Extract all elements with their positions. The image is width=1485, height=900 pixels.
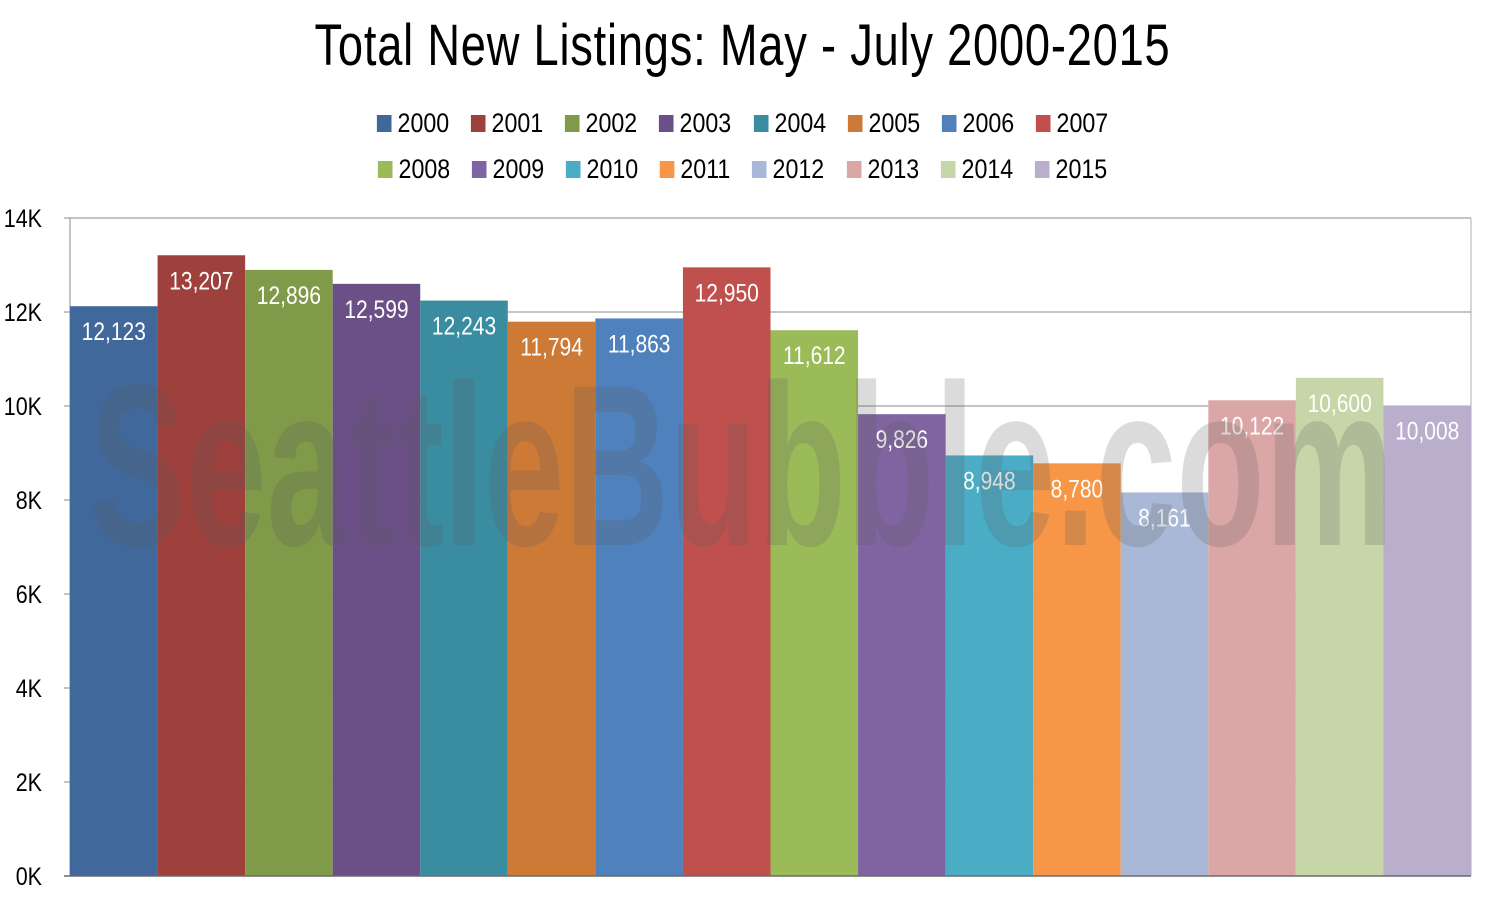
data-label-2011: 8,780 xyxy=(1051,475,1104,503)
legend-item-2015: 2015 xyxy=(1034,154,1107,185)
legend-label: 2012 xyxy=(773,154,825,184)
legend-item-2014: 2014 xyxy=(940,154,1013,185)
legend-item-2002: 2002 xyxy=(565,108,638,139)
legend-label: 2008 xyxy=(398,154,451,184)
data-label-2008: 11,612 xyxy=(783,341,846,369)
bar-2004 xyxy=(420,300,508,877)
watermark: SeattleBubble.com xyxy=(89,337,1393,594)
y-tick-label: 10K xyxy=(4,392,43,420)
legend-swatch xyxy=(847,115,863,132)
legend-swatch xyxy=(471,115,486,132)
y-tick-label: 14K xyxy=(4,204,43,232)
bar-2000 xyxy=(70,306,158,876)
legend-swatch xyxy=(565,115,580,132)
legend-swatch xyxy=(1035,115,1051,132)
bar-2006 xyxy=(595,318,683,877)
data-label-2009: 9,826 xyxy=(876,425,929,453)
y-tick-label: 0K xyxy=(16,862,43,890)
legend-item-2011: 2011 xyxy=(660,154,731,185)
bar-2015 xyxy=(1383,405,1471,876)
bar-2009 xyxy=(858,414,946,876)
y-tick-label: 4K xyxy=(16,674,43,702)
legend-swatch xyxy=(753,115,769,132)
legend-label: 2006 xyxy=(962,108,1014,138)
data-label-2010: 8,948 xyxy=(963,467,1016,495)
legend-row-2: 2008 2009 2010 2011 2012 2013 2014 2015 xyxy=(0,154,1485,185)
legend-swatch xyxy=(940,161,956,178)
legend-swatch xyxy=(377,115,392,132)
data-label-2015: 10,008 xyxy=(1395,417,1459,445)
legend-label: 2002 xyxy=(585,108,638,138)
legend-row-1: 2000 2001 2002 2003 2004 2005 2006 2007 xyxy=(0,108,1485,139)
legend-item-2012: 2012 xyxy=(752,154,825,185)
bar-2008 xyxy=(770,330,859,877)
bar-2002 xyxy=(245,269,333,876)
legend-label: 2004 xyxy=(774,108,826,138)
legend-item-2010: 2010 xyxy=(566,154,639,185)
data-label-2001: 13,207 xyxy=(169,267,233,295)
legend-swatch xyxy=(659,115,674,132)
y-tick-label: 8K xyxy=(16,486,43,514)
legend-item-2000: 2000 xyxy=(377,108,449,139)
legend-item-2005: 2005 xyxy=(847,108,920,139)
legend-swatch xyxy=(846,161,862,178)
legend-label: 2007 xyxy=(1056,108,1108,138)
legend-label: 2010 xyxy=(586,154,639,184)
chart-title: Total New Listings: May - July 2000-2015 xyxy=(314,13,1171,78)
legend-label: 2000 xyxy=(397,108,450,138)
legend-swatch xyxy=(378,161,393,178)
legend-swatch xyxy=(566,161,581,178)
data-label-2005: 11,794 xyxy=(520,333,583,361)
legend-item-2008: 2008 xyxy=(378,154,450,185)
data-label-2002: 12,896 xyxy=(257,281,321,309)
legend-label: 2015 xyxy=(1055,154,1107,184)
legend-label: 2013 xyxy=(867,154,919,184)
bar-2014 xyxy=(1295,377,1384,876)
bar-2005 xyxy=(507,321,596,876)
legend-item-2004: 2004 xyxy=(753,108,826,139)
legend-item-2009: 2009 xyxy=(472,154,544,185)
data-label-2003: 12,599 xyxy=(344,295,408,323)
bar-2010 xyxy=(945,455,1034,876)
bar-2013 xyxy=(1208,400,1296,876)
data-label-2014: 10,600 xyxy=(1308,389,1372,417)
data-label-2000: 12,123 xyxy=(82,317,146,345)
legend-swatch xyxy=(941,115,957,132)
legend-label: 2001 xyxy=(491,108,544,138)
legend-item-2001: 2001 xyxy=(471,108,543,139)
data-label-2013: 10,122 xyxy=(1220,412,1284,440)
bar-2003 xyxy=(332,283,421,876)
legend-label: 2003 xyxy=(679,108,732,138)
bar-2007 xyxy=(682,267,771,877)
y-tick-label: 6K xyxy=(16,580,43,608)
legend-label: 2011 xyxy=(680,154,731,184)
bar-2012 xyxy=(1120,492,1209,876)
bar-2001 xyxy=(157,255,246,876)
data-label-2006: 11,863 xyxy=(608,330,671,358)
data-label-2007: 12,950 xyxy=(695,279,759,307)
legend-item-2003: 2003 xyxy=(659,108,732,139)
data-label-2012: 8,161 xyxy=(1138,504,1191,532)
legend-swatch xyxy=(752,161,767,178)
y-tick-label: 2K xyxy=(16,768,43,796)
legend-label: 2009 xyxy=(492,154,545,184)
legend-label: 2005 xyxy=(868,108,920,138)
bar-2011 xyxy=(1033,463,1121,876)
legend-item-2006: 2006 xyxy=(941,108,1014,139)
legend-item-2007: 2007 xyxy=(1035,108,1108,139)
data-label-2004: 12,243 xyxy=(432,312,496,340)
legend-swatch xyxy=(1034,161,1050,178)
legend-swatch xyxy=(660,161,675,178)
legend-item-2013: 2013 xyxy=(846,154,919,185)
legend-label: 2014 xyxy=(961,154,1013,184)
y-tick-label: 12K xyxy=(4,298,43,326)
legend-swatch xyxy=(472,161,487,178)
